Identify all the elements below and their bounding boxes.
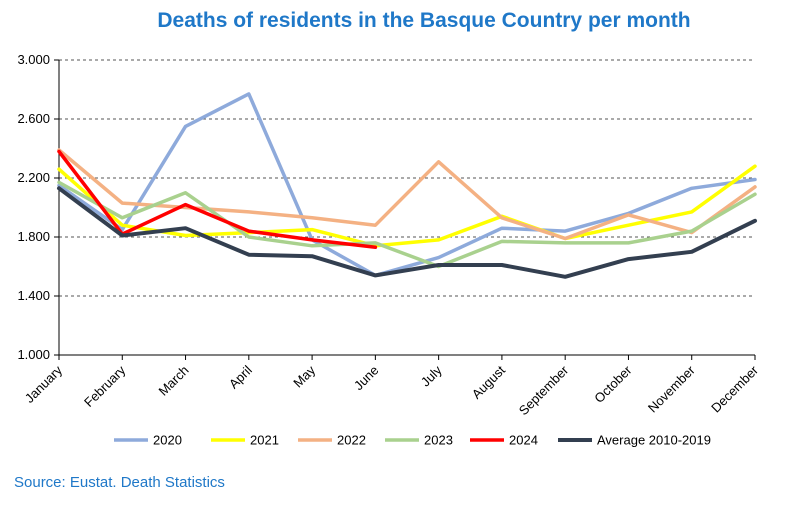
x-tick-label: August bbox=[469, 362, 508, 401]
x-tick-label: February bbox=[81, 362, 129, 410]
legend-label: 2020 bbox=[153, 433, 182, 448]
series-line-2023 bbox=[57, 180, 757, 269]
series-line-2024 bbox=[57, 149, 378, 250]
y-tick-label: 3.000 bbox=[17, 52, 50, 67]
legend-label: 2022 bbox=[337, 433, 366, 448]
x-tick-label: March bbox=[156, 363, 192, 399]
x-tick-label: May bbox=[290, 362, 318, 390]
source-note: Source: Eustat. Death Statistics bbox=[14, 474, 225, 491]
legend: 2020 2021 2022 2023 2024 Average 2010-2019 bbox=[114, 433, 711, 448]
legend-label: 2023 bbox=[424, 433, 453, 448]
x-tick-label: November bbox=[645, 362, 698, 415]
x-tick-label: July bbox=[418, 362, 445, 389]
x-tick-label: June bbox=[351, 363, 382, 394]
x-tick-label: April bbox=[226, 362, 255, 391]
x-tick-labels: January February March April May June July Augu… bbox=[22, 362, 762, 418]
axes bbox=[54, 59, 756, 360]
y-tick-label: 1.800 bbox=[17, 229, 50, 244]
y-tick-labels: 1.000 1.400 1.800 2.200 2.600 3.000 bbox=[17, 52, 50, 362]
y-tick-label: 1.400 bbox=[17, 288, 50, 303]
x-tick-label: January bbox=[22, 362, 66, 406]
x-tick-label: September bbox=[516, 362, 572, 418]
y-tick-label: 2.600 bbox=[17, 111, 50, 126]
legend-label: Average 2010-2019 bbox=[597, 433, 711, 448]
series-line-2020 bbox=[57, 92, 757, 278]
chart-title: Deaths of residents in the Basque Countr… bbox=[157, 9, 690, 32]
y-tick-label: 1.000 bbox=[17, 347, 50, 362]
series-line-average-2010-2019 bbox=[57, 186, 757, 279]
x-tick-label: October bbox=[591, 362, 635, 406]
gridlines bbox=[59, 59, 755, 297]
legend-label: 2024 bbox=[509, 433, 538, 448]
series-lines bbox=[57, 92, 757, 279]
legend-label: 2021 bbox=[250, 433, 279, 448]
x-tick-label: December bbox=[708, 362, 761, 415]
y-tick-label: 2.200 bbox=[17, 170, 50, 185]
series-line-2022 bbox=[57, 148, 757, 241]
series-line-2021 bbox=[57, 164, 757, 248]
